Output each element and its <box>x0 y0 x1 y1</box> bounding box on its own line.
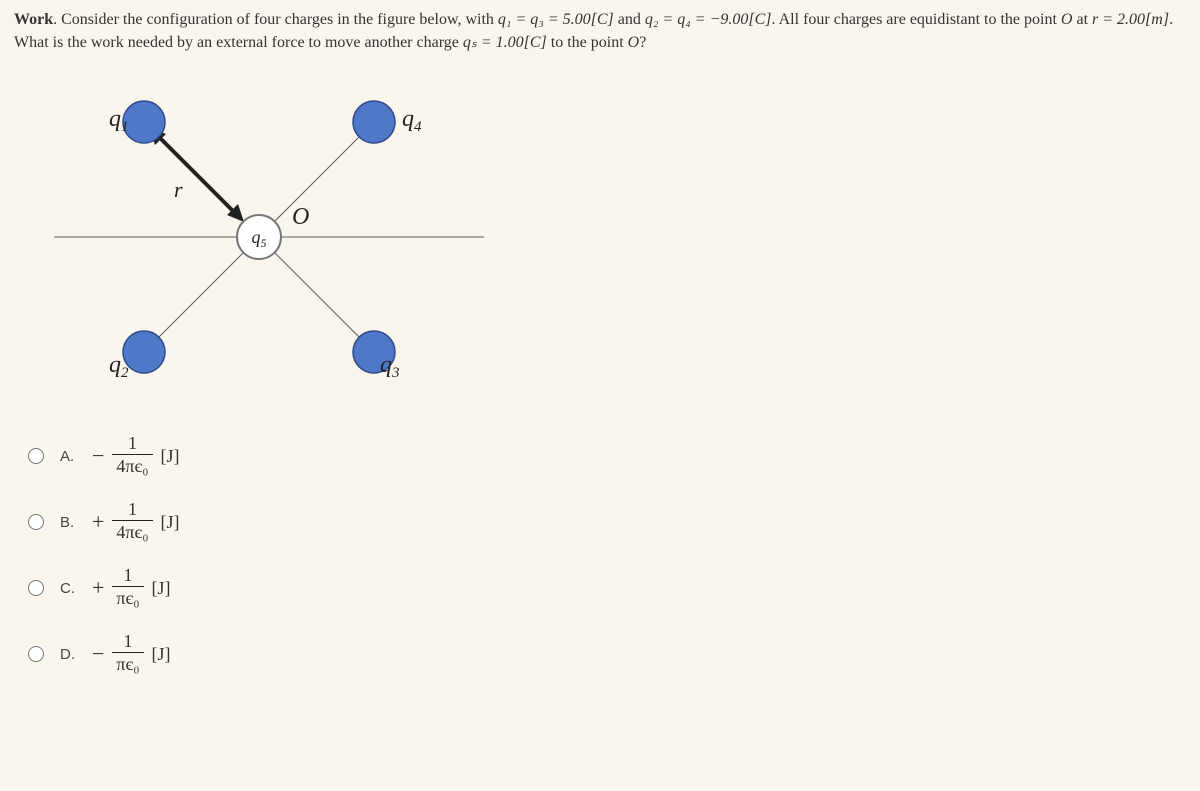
answer-unit-c: [J] <box>152 578 171 599</box>
answer-sign-b: + <box>92 509 104 535</box>
q4-label: q4 <box>402 106 422 135</box>
radio-d[interactable] <box>28 646 44 662</box>
radio-c[interactable] <box>28 580 44 596</box>
r-val: r = 2.00[m] <box>1092 11 1169 28</box>
r-line <box>149 127 240 218</box>
answer-unit-d: [J] <box>152 644 171 665</box>
answer-den-b: 4πє₀ <box>112 520 152 544</box>
answer-unit-b: [J] <box>161 512 180 533</box>
answer-option-b[interactable]: B. + 1 4πє₀ [J] <box>18 498 1186 546</box>
q4-dot <box>353 101 395 143</box>
answer-label-d: D. <box>60 646 84 663</box>
point-O-2: O <box>628 34 640 51</box>
answer-frac-d: 1 πє₀ <box>112 632 143 676</box>
answer-sign-d: − <box>92 641 104 667</box>
q3-label: q3 <box>380 352 400 381</box>
answer-expr-d: − 1 πє₀ [J] <box>92 632 171 676</box>
radio-b[interactable] <box>28 514 44 530</box>
answer-sign-c: + <box>92 575 104 601</box>
answer-num-c: 1 <box>119 566 136 586</box>
O-label: O <box>292 204 309 230</box>
answer-den-a: 4πє₀ <box>112 454 152 478</box>
problem-text-4: at <box>1072 11 1092 28</box>
q2-dot <box>123 331 165 373</box>
answer-den-c: πє₀ <box>112 586 143 610</box>
r-label: r <box>174 177 183 202</box>
problem-text-7: ? <box>639 34 646 51</box>
problem-lead: Work <box>14 11 53 28</box>
figure: q5 q1 q4 q2 q3 r O <box>54 82 484 392</box>
problem-text-2: and <box>614 11 645 28</box>
answer-frac-b: 1 4πє₀ <box>112 500 152 544</box>
answer-frac-a: 1 4πє₀ <box>112 434 152 478</box>
answer-unit-a: [J] <box>161 446 180 467</box>
q2-eq-q4: q₂ = q₄ = −9.00[C] <box>645 11 772 28</box>
point-O: O <box>1061 11 1073 28</box>
answer-expr-c: + 1 πє₀ [J] <box>92 566 171 610</box>
q1-eq-q3: q₁ = q₃ = 5.00[C] <box>498 11 614 28</box>
answer-option-c[interactable]: C. + 1 πє₀ [J] <box>18 564 1186 612</box>
problem-statement: Work. Consider the configuration of four… <box>14 8 1186 54</box>
radio-a[interactable] <box>28 448 44 464</box>
q1-label: q1 <box>109 106 129 135</box>
problem-text-1: . Consider the configuration of four cha… <box>53 11 498 28</box>
answer-label-c: C. <box>60 580 84 597</box>
answer-expr-b: + 1 4πє₀ [J] <box>92 500 180 544</box>
answer-num-b: 1 <box>124 500 141 520</box>
answer-den-d: πє₀ <box>112 652 143 676</box>
answer-expr-a: − 1 4πє₀ [J] <box>92 434 180 478</box>
problem-text-3: . All four charges are equidistant to th… <box>772 11 1061 28</box>
answer-sign-a: − <box>92 443 104 469</box>
figure-svg: q5 q1 q4 q2 q3 r O <box>54 82 484 392</box>
answer-label-a: A. <box>60 448 84 465</box>
problem-text-6: to the point <box>547 34 628 51</box>
answer-option-a[interactable]: A. − 1 4πє₀ [J] <box>18 432 1186 480</box>
answer-label-b: B. <box>60 514 84 531</box>
q1-dot <box>123 101 165 143</box>
answer-frac-c: 1 πє₀ <box>112 566 143 610</box>
qs-val: qₛ = 1.00[C] <box>463 34 547 51</box>
answer-option-d[interactable]: D. − 1 πє₀ [J] <box>18 630 1186 678</box>
answer-num-a: 1 <box>124 434 141 454</box>
answer-num-d: 1 <box>119 632 136 652</box>
answer-list: A. − 1 4πє₀ [J] B. + 1 4πє₀ [J] <box>18 432 1186 678</box>
